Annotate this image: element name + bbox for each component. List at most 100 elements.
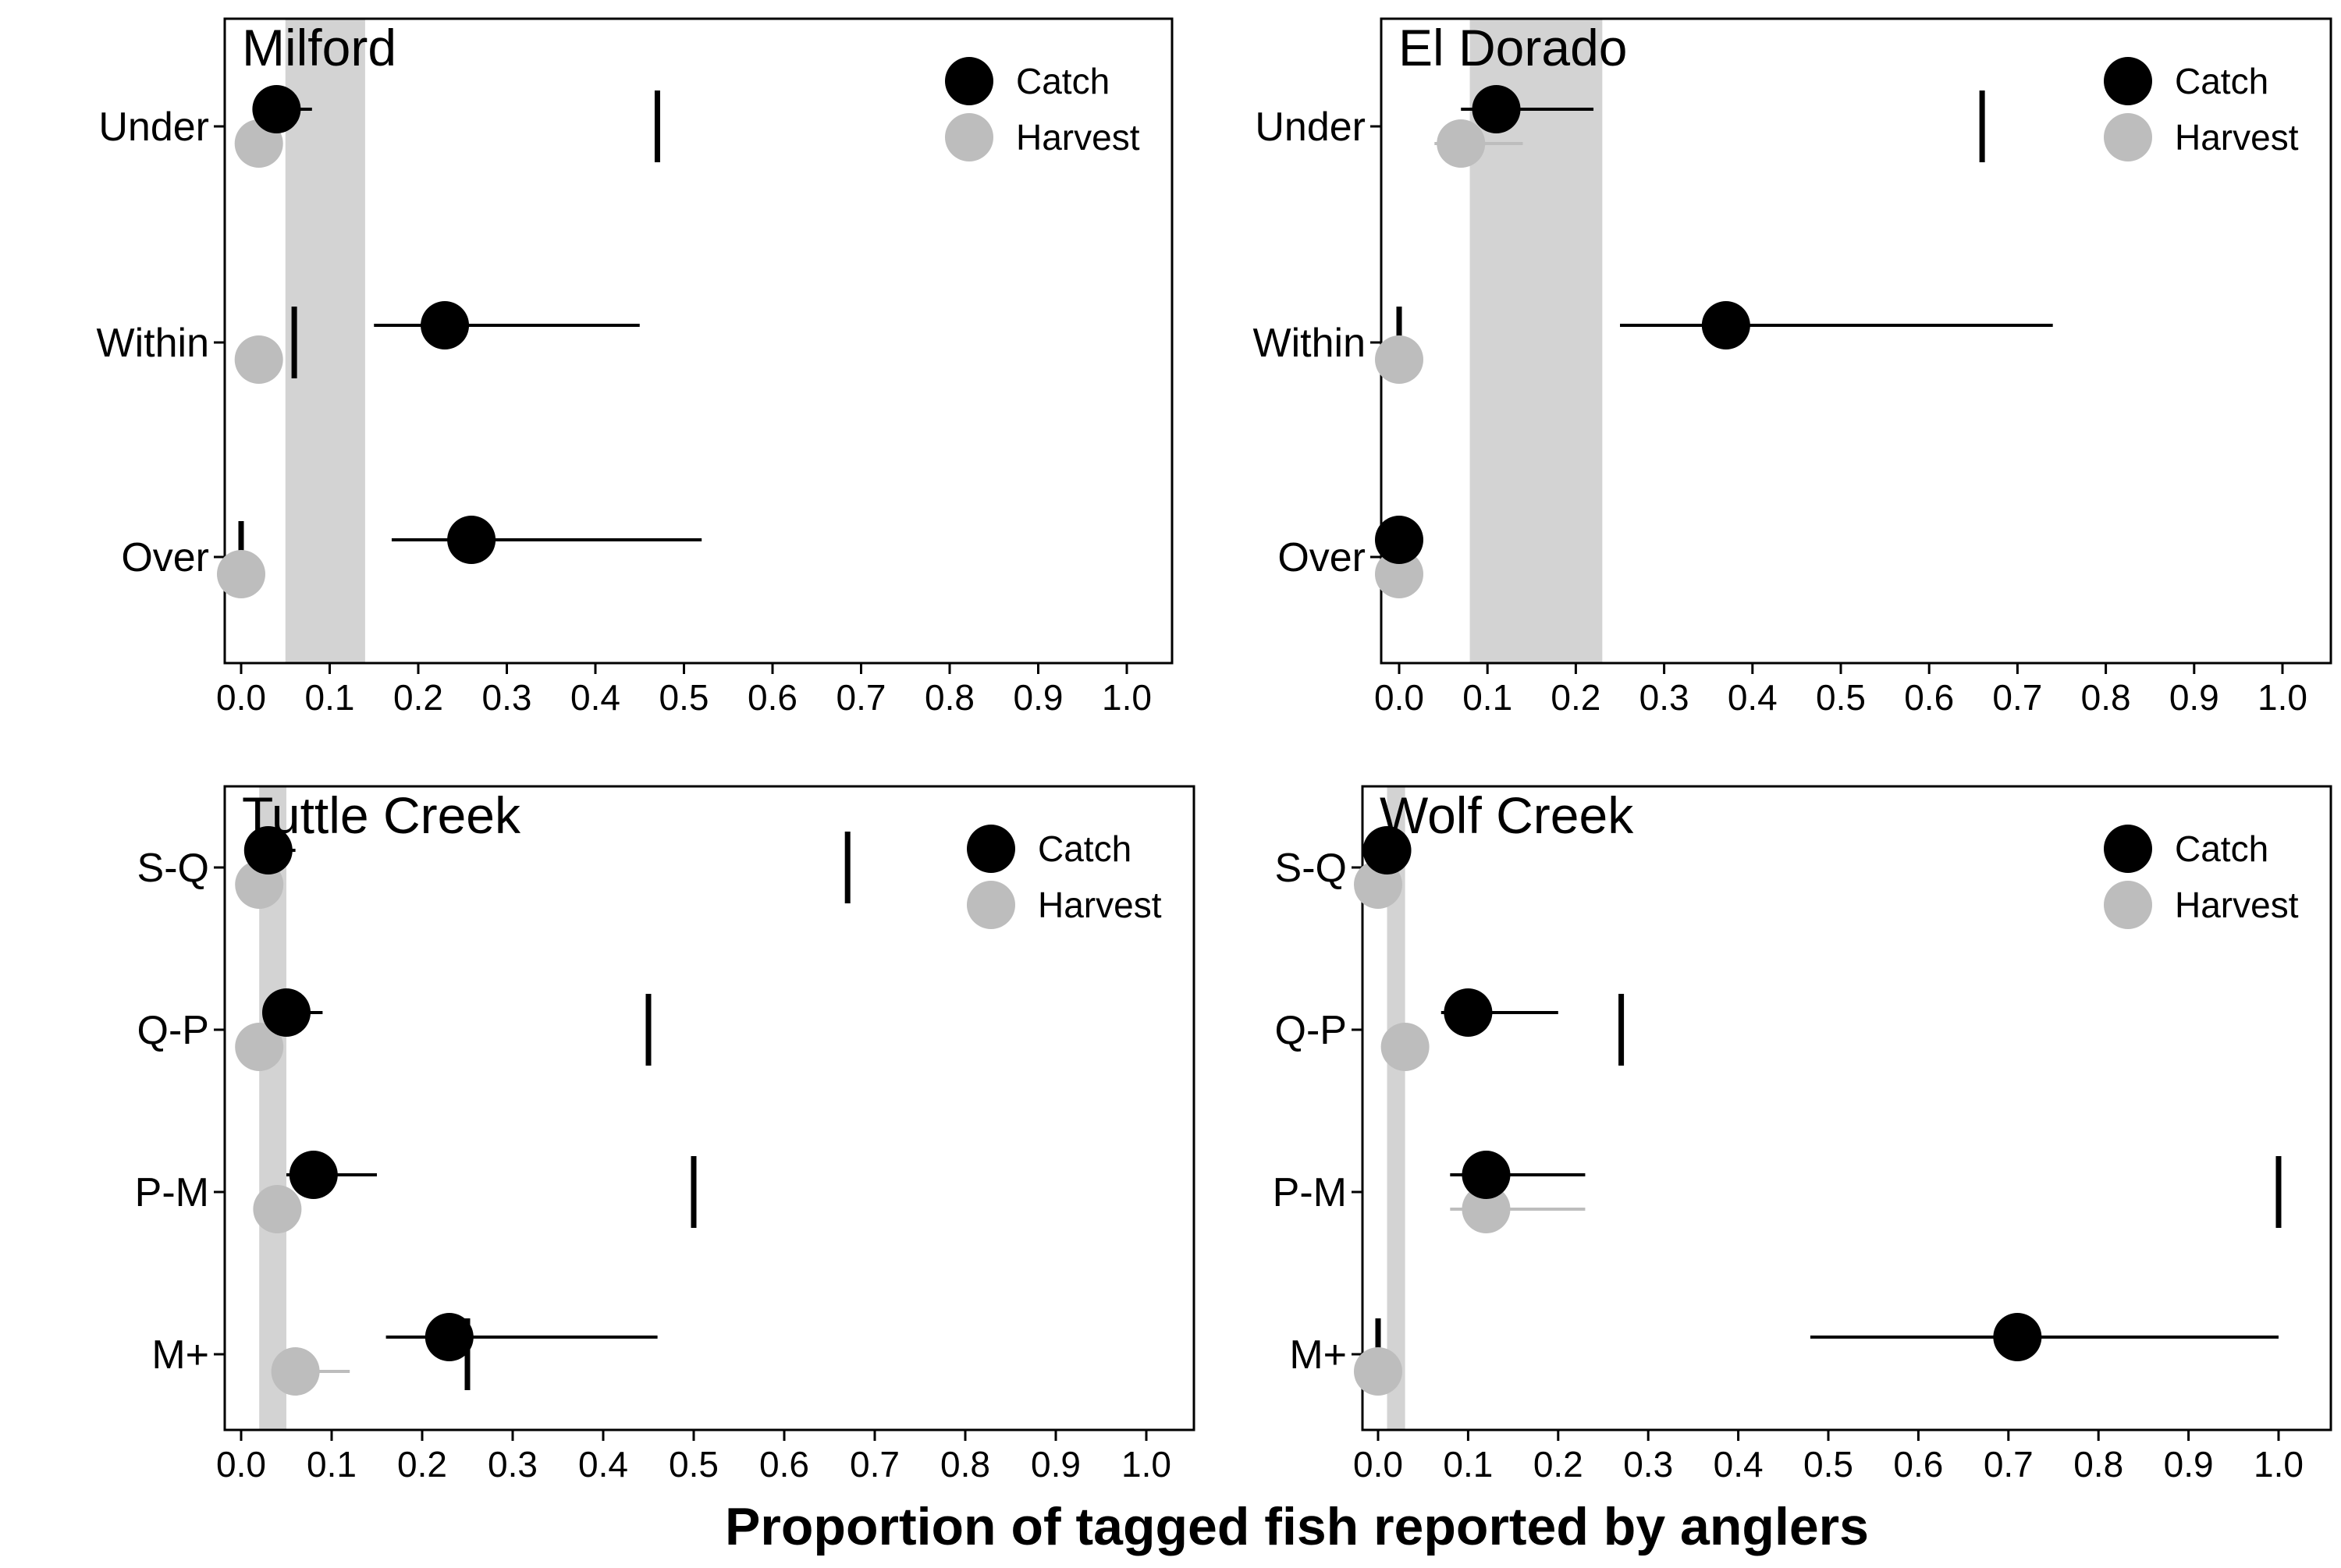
x-axis-label: Proportion of tagged fish reported by an… — [725, 1497, 1869, 1556]
harvest-point — [1354, 1347, 1402, 1396]
catch-point — [289, 1151, 338, 1199]
panel-4: 0.0 0.1 0.2 0.3 0.4 0.5 0.6 0.7 0.8 0.9 1.0 S-Q Q-P P… — [1273, 785, 2332, 1485]
x-tick-label: 0.4 — [1714, 1444, 1764, 1485]
catch-point — [1362, 826, 1412, 874]
panel-frame — [1380, 17, 2332, 665]
legend-swatch-catch — [967, 825, 1015, 873]
category-label: P-M — [135, 1170, 209, 1215]
x-tick-label: 0.6 — [1904, 677, 1954, 718]
x-tick-label: 0.0 — [1374, 677, 1424, 718]
category-label: Q-P — [1275, 1008, 1347, 1053]
x-tick-label: 0.2 — [1533, 1444, 1583, 1485]
panel-frame — [223, 785, 1195, 1431]
catch-point — [1701, 301, 1750, 349]
category-label: P-M — [1273, 1170, 1347, 1215]
x-tick-label: 0.2 — [397, 1444, 447, 1485]
x-tick-label: 0.4 — [1728, 677, 1778, 718]
x-tick-label: 1.0 — [2258, 677, 2307, 718]
catch-point — [425, 1313, 474, 1361]
category-label: Under — [98, 105, 209, 150]
category-label: M+ — [1289, 1332, 1347, 1378]
x-tick-label: 0.9 — [2164, 1444, 2214, 1485]
panel-frame — [1361, 785, 2332, 1431]
legend-swatch-harvest — [967, 881, 1015, 929]
reference-band — [1387, 787, 1405, 1429]
harvest-point — [234, 335, 283, 384]
category-label: Over — [1277, 535, 1366, 580]
x-tick-label: 0.4 — [570, 677, 620, 718]
category-label: Within — [97, 321, 209, 366]
x-tick-label: 0.3 — [1623, 1444, 1673, 1485]
panel-frame — [223, 17, 1174, 665]
x-tick-label: 0.6 — [748, 677, 798, 718]
legend-label-catch: Catch — [1016, 61, 1110, 101]
x-tick-label: 0.0 — [1353, 1444, 1403, 1485]
x-tick-label: 0.7 — [1984, 1444, 2034, 1485]
x-tick-label: 0.6 — [759, 1444, 809, 1485]
panel-title: Wolf Creek — [1380, 786, 1634, 844]
legend-label-harvest: Harvest — [2175, 117, 2299, 158]
x-tick-label: 1.0 — [2254, 1444, 2304, 1485]
legend-label-harvest: Harvest — [1016, 117, 1140, 158]
category-label: Under — [1255, 105, 1366, 150]
x-tick-label: 0.8 — [2073, 1444, 2123, 1485]
panel-title: El Dorado — [1398, 19, 1628, 76]
x-tick-label: 0.1 — [305, 677, 355, 718]
category-label: Within — [1253, 321, 1366, 366]
legend-swatch-catch — [945, 57, 993, 105]
panel-title: Milford — [242, 19, 396, 76]
x-tick-label: 0.7 — [837, 677, 886, 718]
legend-label-catch: Catch — [2175, 828, 2268, 869]
legend-label-catch: Catch — [1038, 828, 1131, 869]
harvest-point — [217, 550, 265, 598]
x-tick-label: 0.3 — [482, 677, 532, 718]
x-tick-label: 0.5 — [669, 1444, 719, 1485]
x-tick-label: 0.5 — [659, 677, 709, 718]
x-tick-label: 0.9 — [1031, 1444, 1081, 1485]
x-tick-label: 0.7 — [1992, 677, 2042, 718]
harvest-point — [1375, 335, 1423, 384]
x-tick-label: 0.1 — [1443, 1444, 1493, 1485]
category-label: M+ — [151, 1332, 209, 1378]
legend-swatch-catch — [2104, 57, 2152, 105]
category-label: S-Q — [137, 846, 209, 891]
catch-point — [1993, 1313, 2042, 1361]
x-tick-label: 0.8 — [2081, 677, 2131, 718]
x-tick-label: 0.0 — [216, 1444, 266, 1485]
x-tick-label: 0.9 — [2169, 677, 2219, 718]
legend-label-harvest: Harvest — [2175, 885, 2299, 925]
harvest-point — [271, 1347, 320, 1396]
x-tick-label: 0.3 — [1639, 677, 1689, 718]
x-tick-label: 0.1 — [1462, 677, 1512, 718]
panel-3: 0.0 0.1 0.2 0.3 0.4 0.5 0.6 0.7 0.8 0.9 1.0 S-Q Q-P P… — [135, 785, 1195, 1485]
catch-point — [447, 516, 496, 564]
catch-point — [1444, 988, 1493, 1037]
panel-title: Tuttle Creek — [242, 786, 521, 844]
catch-point — [1472, 85, 1521, 133]
x-tick-label: 0.5 — [1816, 677, 1866, 718]
harvest-point — [1375, 550, 1423, 598]
x-tick-label: 0.6 — [1893, 1444, 1943, 1485]
x-tick-label: 0.5 — [1803, 1444, 1853, 1485]
panel-1: 0.0 0.1 0.2 0.3 0.4 0.5 0.6 0.7 0.8 0.9 1.0 Under Wi… — [97, 17, 1174, 718]
harvest-point — [1437, 119, 1486, 168]
x-tick-label: 0.0 — [216, 677, 266, 718]
x-tick-label: 0.2 — [1551, 677, 1600, 718]
catch-point — [421, 301, 470, 349]
x-tick-label: 0.7 — [850, 1444, 900, 1485]
legend-label-harvest: Harvest — [1038, 885, 1162, 925]
harvest-point — [1380, 1023, 1430, 1071]
catch-point — [1462, 1151, 1511, 1199]
x-tick-label: 0.1 — [307, 1444, 357, 1485]
x-tick-label: 0.3 — [488, 1444, 538, 1485]
catch-point — [262, 988, 311, 1037]
catch-point — [1375, 516, 1423, 564]
harvest-point — [253, 1185, 302, 1233]
harvest-point — [1462, 1185, 1511, 1233]
reference-band — [285, 20, 365, 662]
category-label: Over — [121, 535, 209, 580]
x-tick-label: 0.2 — [393, 677, 443, 718]
x-tick-label: 1.0 — [1102, 677, 1152, 718]
